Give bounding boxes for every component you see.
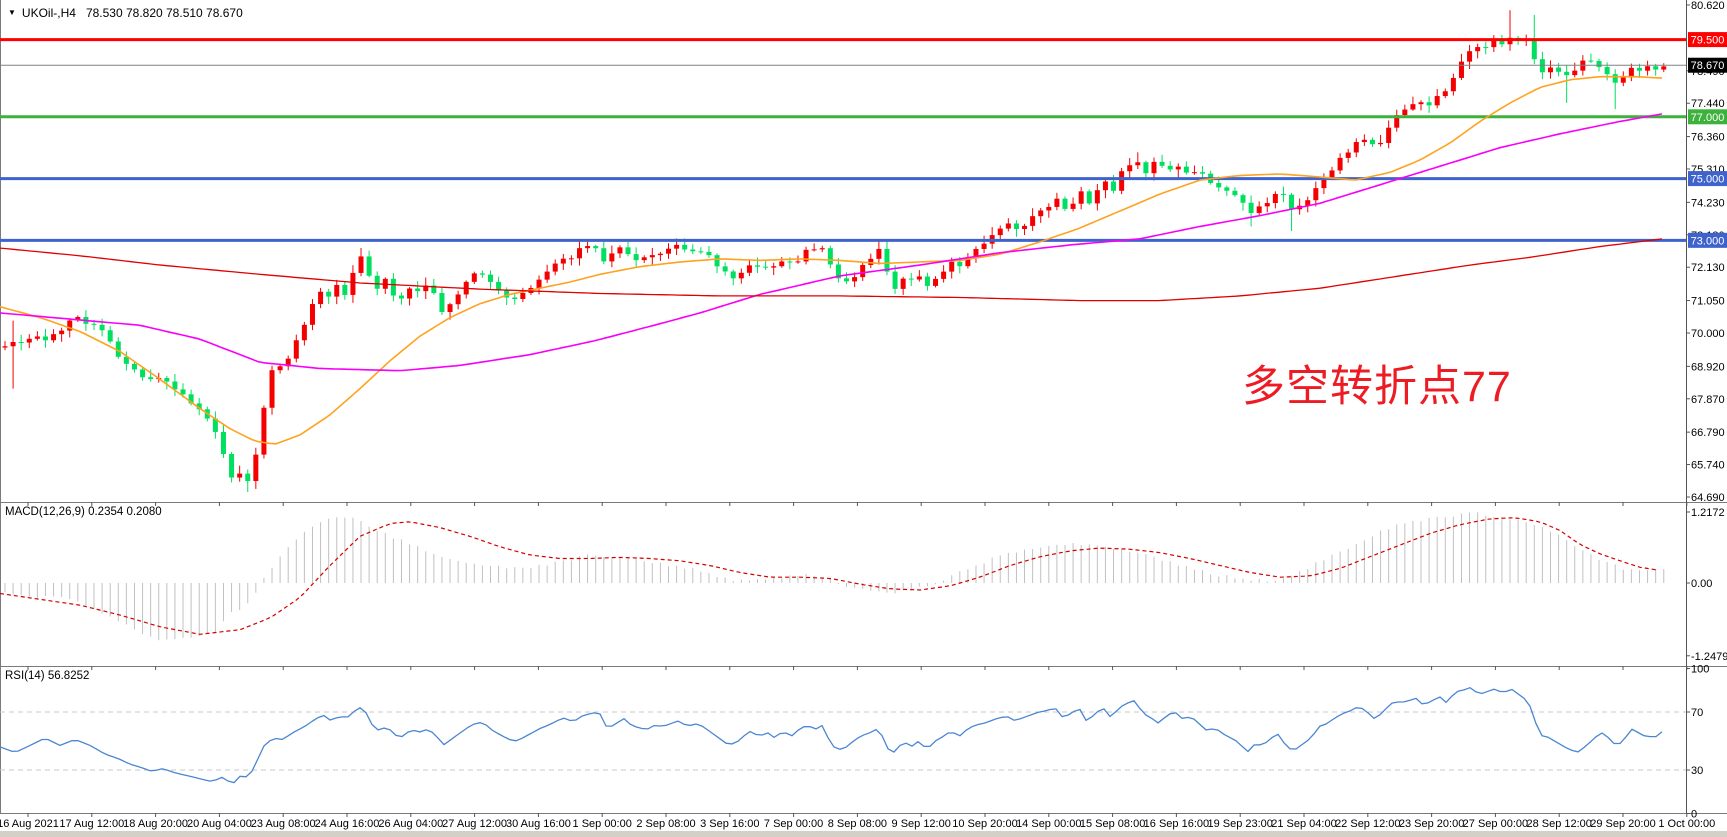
svg-text:20 Aug 04:00: 20 Aug 04:00 (187, 818, 252, 830)
ma-fast-orange-line (0, 75, 1663, 445)
svg-text:2 Sep 08:00: 2 Sep 08:00 (636, 818, 695, 830)
svg-text:7 Sep 00:00: 7 Sep 00:00 (764, 818, 823, 830)
svg-text:1 Sep 00:00: 1 Sep 00:00 (573, 818, 632, 830)
svg-text:1 Oct 00:00: 1 Oct 00:00 (1658, 818, 1715, 830)
svg-text:23 Sep 20:00: 23 Sep 20:00 (1399, 818, 1464, 830)
svg-text:75.000: 75.000 (1691, 174, 1725, 186)
svg-text:78.670: 78.670 (1691, 60, 1725, 72)
svg-text:27 Sep 00:00: 27 Sep 00:00 (1463, 818, 1528, 830)
svg-text:15 Sep 08:00: 15 Sep 08:00 (1080, 818, 1145, 830)
svg-text:79.500: 79.500 (1691, 35, 1725, 47)
ma-mid-magenta-line (0, 113, 1663, 372)
svg-text:30 Aug 16:00: 30 Aug 16:00 (506, 818, 571, 830)
svg-text:100: 100 (1691, 664, 1709, 676)
svg-text:14 Sep 00:00: 14 Sep 00:00 (1016, 818, 1081, 830)
svg-text:29 Sep 20:00: 29 Sep 20:00 (1590, 818, 1655, 830)
svg-text:26 Aug 04:00: 26 Aug 04:00 (378, 818, 443, 830)
svg-text:19 Sep 23:00: 19 Sep 23:00 (1207, 818, 1272, 830)
svg-text:68.920: 68.920 (1691, 361, 1725, 373)
svg-text:0.00: 0.00 (1691, 578, 1712, 590)
ma-slow-red-line (0, 238, 1663, 302)
svg-text:67.870: 67.870 (1691, 394, 1725, 406)
svg-text:-1.2479: -1.2479 (1691, 651, 1727, 663)
svg-text:28 Sep 12:00: 28 Sep 12:00 (1526, 818, 1591, 830)
rsi-panel[interactable]: 100 70 30 0 (0, 664, 1709, 821)
svg-text:23 Aug 08:00: 23 Aug 08:00 (251, 818, 316, 830)
svg-text:3 Sep 16:00: 3 Sep 16:00 (700, 818, 759, 830)
svg-text:70: 70 (1691, 707, 1703, 719)
svg-text:65.740: 65.740 (1691, 460, 1725, 472)
price-level-badges: 79.500 77.000 75.000 73.000 78.670 (1688, 32, 1727, 248)
svg-text:80.620: 80.620 (1691, 0, 1725, 12)
candlesticks-layer[interactable] (2, 10, 1667, 493)
svg-text:22 Sep 12:00: 22 Sep 12:00 (1335, 818, 1400, 830)
svg-text:72.130: 72.130 (1691, 262, 1725, 274)
svg-text:18 Aug 20:00: 18 Aug 20:00 (123, 818, 188, 830)
svg-text:17 Aug 12:00: 17 Aug 12:00 (59, 818, 124, 830)
svg-text:66.790: 66.790 (1691, 427, 1725, 439)
svg-text:21 Sep 04:00: 21 Sep 04:00 (1271, 818, 1336, 830)
svg-text:27 Aug 12:00: 27 Aug 12:00 (442, 818, 507, 830)
svg-text:30: 30 (1691, 765, 1703, 777)
svg-text:9 Sep 12:00: 9 Sep 12:00 (892, 818, 951, 830)
svg-text:76.360: 76.360 (1691, 132, 1725, 144)
svg-text:24 Aug 16:00: 24 Aug 16:00 (315, 818, 380, 830)
svg-text:1.2172: 1.2172 (1691, 507, 1725, 519)
svg-text:73.000: 73.000 (1691, 235, 1725, 247)
svg-text:77.000: 77.000 (1691, 112, 1725, 124)
horizontal-level-lines[interactable] (0, 38, 1686, 242)
macd-panel[interactable]: 1.2172 0.00 -1.2479 (0, 507, 1727, 663)
svg-text:16 Sep 16:00: 16 Sep 16:00 (1144, 818, 1209, 830)
svg-text:0: 0 (1691, 809, 1697, 821)
svg-text:77.440: 77.440 (1691, 98, 1725, 110)
svg-text:16 Aug 2021: 16 Aug 2021 (0, 818, 59, 830)
svg-text:8 Sep 08:00: 8 Sep 08:00 (828, 818, 887, 830)
svg-text:70.000: 70.000 (1691, 328, 1725, 340)
svg-text:10 Sep 20:00: 10 Sep 20:00 (952, 818, 1017, 830)
svg-text:71.050: 71.050 (1691, 296, 1725, 308)
svg-text:74.230: 74.230 (1691, 197, 1725, 209)
svg-text:64.690: 64.690 (1691, 492, 1725, 504)
